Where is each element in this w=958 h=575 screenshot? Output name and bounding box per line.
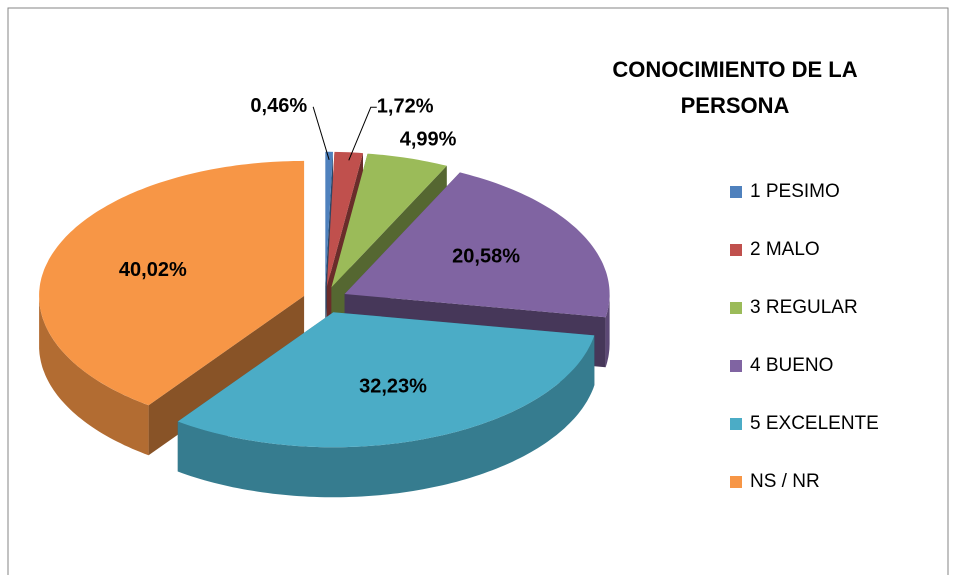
slice-wall [177,335,595,498]
slice [344,172,610,318]
legend-label: 2 MALO [750,239,820,260]
slice [331,153,447,288]
slice [325,151,333,287]
slice-wall [605,294,610,368]
legend-swatch [730,302,742,314]
slice [177,312,595,448]
slice-wall [39,295,149,456]
legend-label: 5 EXCELENTE [750,413,879,434]
chart-title: CONOCIMIENTO DE LA PERSONA [612,57,858,118]
data-label: 1,72% [377,96,434,118]
legend-swatch [730,476,742,488]
legend-label: 3 REGULAR [750,297,858,318]
leader-line [348,106,377,161]
legend-swatch [730,418,742,430]
leader-line [312,106,330,160]
slice [39,160,305,406]
legend-label: 1 PESIMO [750,181,840,202]
legend-swatch [730,360,742,372]
data-label: 20,58% [452,245,520,267]
data-label: 4,99% [400,128,457,150]
legend-swatch [730,186,742,198]
legend-label: 4 BUENO [750,355,833,376]
legend-swatch [730,244,742,256]
legend-label: NS / NR [750,471,820,492]
data-label: 32,23% [359,376,427,398]
data-label: 40,02% [119,259,187,281]
slice [326,151,363,287]
data-label: 0,46% [250,95,307,117]
